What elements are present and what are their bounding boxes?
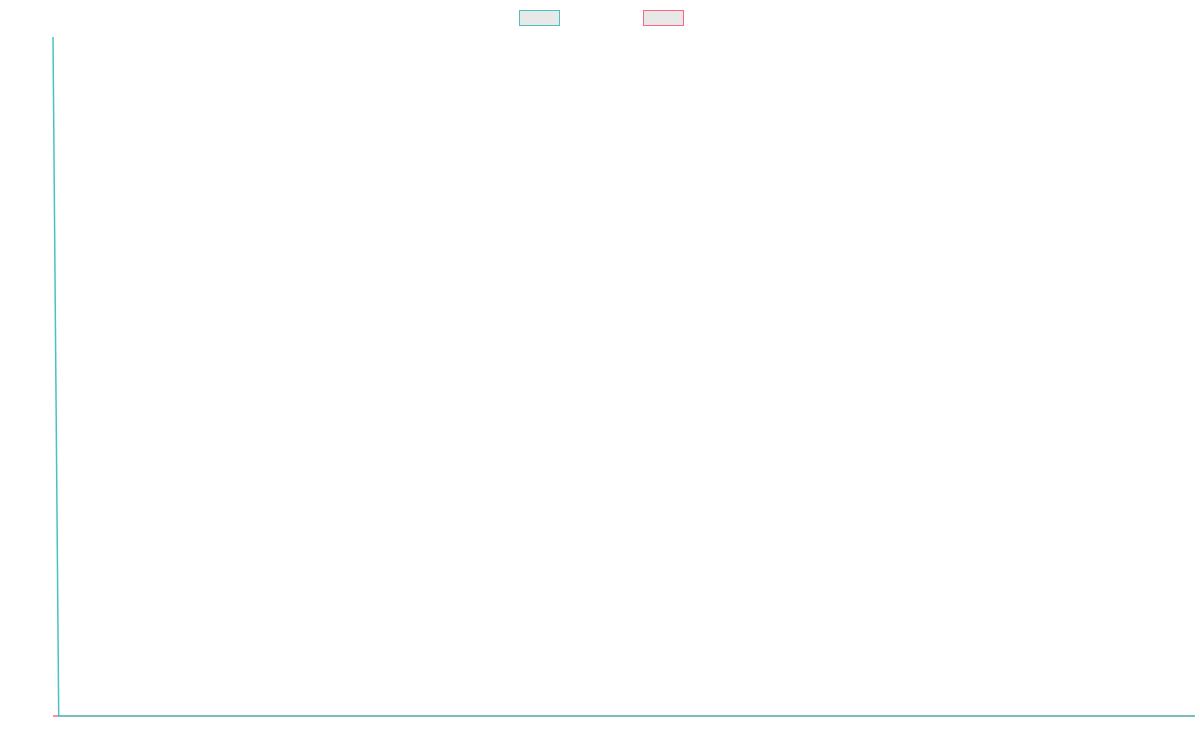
legend-swatch [519, 10, 560, 26]
legend-swatch [643, 10, 684, 26]
series-line [52, 36, 1195, 717]
